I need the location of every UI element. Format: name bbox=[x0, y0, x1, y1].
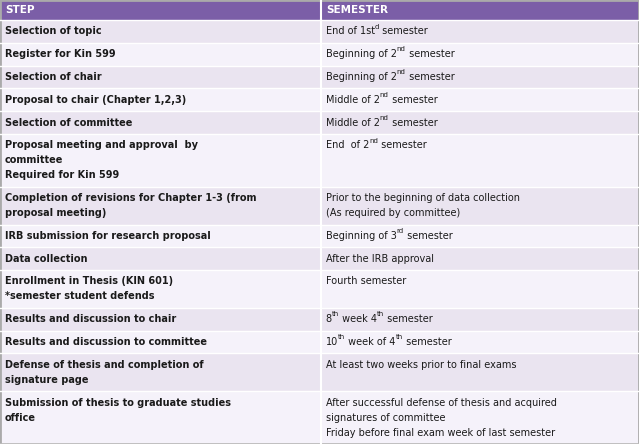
Text: Enrollment in Thesis (KIN 601): Enrollment in Thesis (KIN 601) bbox=[5, 277, 173, 286]
Text: 8: 8 bbox=[326, 314, 332, 324]
Text: committee: committee bbox=[5, 155, 63, 165]
Text: Beginning of 2: Beginning of 2 bbox=[326, 72, 397, 82]
Text: IRB submission for research proposal: IRB submission for research proposal bbox=[5, 231, 211, 241]
Bar bbox=[321, 0, 639, 20]
Text: Defense of thesis and completion of: Defense of thesis and completion of bbox=[5, 360, 204, 370]
Text: Completion of revisions for Chapter 1-3 (from: Completion of revisions for Chapter 1-3 … bbox=[5, 193, 256, 203]
Bar bbox=[321, 66, 639, 88]
Text: nd: nd bbox=[397, 46, 406, 52]
Bar bbox=[0, 43, 321, 66]
Text: Results and discussion to committee: Results and discussion to committee bbox=[5, 337, 207, 347]
Bar bbox=[0, 66, 321, 88]
Bar bbox=[321, 187, 639, 225]
Text: STEP: STEP bbox=[5, 5, 35, 15]
Text: Data collection: Data collection bbox=[5, 254, 88, 264]
Text: Friday before final exam week of last semester: Friday before final exam week of last se… bbox=[326, 428, 555, 438]
Text: proposal meeting): proposal meeting) bbox=[5, 208, 106, 218]
Text: At least two weeks prior to final exams: At least two weeks prior to final exams bbox=[326, 360, 516, 370]
Bar bbox=[321, 111, 639, 134]
Text: Prior to the beginning of data collection: Prior to the beginning of data collectio… bbox=[326, 193, 520, 203]
Text: Proposal to chair (Chapter 1,2,3): Proposal to chair (Chapter 1,2,3) bbox=[5, 95, 186, 105]
Text: semester: semester bbox=[385, 314, 433, 324]
Text: nd: nd bbox=[369, 138, 378, 143]
Text: nd: nd bbox=[380, 92, 389, 98]
Text: After the IRB approval: After the IRB approval bbox=[326, 254, 434, 264]
Text: semester: semester bbox=[389, 118, 438, 127]
Bar bbox=[0, 0, 321, 20]
Text: Submission of thesis to graduate studies: Submission of thesis to graduate studies bbox=[5, 397, 231, 408]
Text: End of 1st: End of 1st bbox=[326, 26, 375, 36]
Text: semester: semester bbox=[406, 49, 454, 59]
Text: th: th bbox=[377, 311, 385, 317]
Text: Selection of topic: Selection of topic bbox=[5, 26, 102, 36]
Text: signature page: signature page bbox=[5, 375, 88, 385]
Bar bbox=[0, 308, 321, 331]
Bar bbox=[0, 270, 321, 308]
Text: (As required by committee): (As required by committee) bbox=[326, 208, 460, 218]
Text: Results and discussion to chair: Results and discussion to chair bbox=[5, 314, 176, 324]
Text: Fourth semester: Fourth semester bbox=[326, 277, 406, 286]
Text: semester: semester bbox=[404, 231, 452, 241]
Text: week 4: week 4 bbox=[339, 314, 377, 324]
Text: nd: nd bbox=[397, 69, 406, 75]
Text: End  of 2: End of 2 bbox=[326, 140, 369, 151]
Text: nd: nd bbox=[380, 115, 389, 121]
Bar bbox=[0, 187, 321, 225]
Text: week of 4: week of 4 bbox=[345, 337, 396, 347]
Text: Register for Kin 599: Register for Kin 599 bbox=[5, 49, 116, 59]
Text: 10: 10 bbox=[326, 337, 338, 347]
Text: semester: semester bbox=[380, 26, 428, 36]
Bar bbox=[0, 134, 321, 187]
Text: d: d bbox=[375, 24, 380, 30]
Text: th: th bbox=[332, 311, 339, 317]
Bar bbox=[321, 270, 639, 308]
Bar bbox=[0, 331, 321, 353]
Text: rd: rd bbox=[397, 228, 404, 234]
Bar bbox=[321, 134, 639, 187]
Bar bbox=[0, 247, 321, 270]
Bar bbox=[0, 353, 321, 391]
Bar bbox=[321, 43, 639, 66]
Bar bbox=[0, 391, 321, 444]
Text: Beginning of 2: Beginning of 2 bbox=[326, 49, 397, 59]
Text: office: office bbox=[5, 412, 36, 423]
Text: semester: semester bbox=[403, 337, 452, 347]
Text: signatures of committee: signatures of committee bbox=[326, 412, 445, 423]
Text: semester: semester bbox=[389, 95, 438, 105]
Text: th: th bbox=[338, 334, 345, 340]
Text: semester: semester bbox=[406, 72, 454, 82]
Text: Middle of 2: Middle of 2 bbox=[326, 95, 380, 105]
Bar bbox=[321, 331, 639, 353]
Text: Middle of 2: Middle of 2 bbox=[326, 118, 380, 127]
Bar bbox=[321, 391, 639, 444]
Bar bbox=[0, 20, 321, 43]
Text: semester: semester bbox=[378, 140, 427, 151]
Bar bbox=[321, 308, 639, 331]
Text: Selection of committee: Selection of committee bbox=[5, 118, 132, 127]
Text: Beginning of 3: Beginning of 3 bbox=[326, 231, 397, 241]
Bar bbox=[321, 88, 639, 111]
Text: Required for Kin 599: Required for Kin 599 bbox=[5, 170, 119, 180]
Text: Selection of chair: Selection of chair bbox=[5, 72, 102, 82]
Bar bbox=[321, 353, 639, 391]
Text: After successful defense of thesis and acquired: After successful defense of thesis and a… bbox=[326, 397, 557, 408]
Bar bbox=[0, 111, 321, 134]
Bar bbox=[0, 88, 321, 111]
Text: Proposal meeting and approval  by: Proposal meeting and approval by bbox=[5, 140, 198, 151]
Text: th: th bbox=[396, 334, 403, 340]
Bar bbox=[321, 225, 639, 247]
Bar bbox=[0, 225, 321, 247]
Bar bbox=[321, 20, 639, 43]
Bar bbox=[321, 247, 639, 270]
Text: SEMESTER: SEMESTER bbox=[326, 5, 388, 15]
Text: *semester student defends: *semester student defends bbox=[5, 291, 155, 301]
